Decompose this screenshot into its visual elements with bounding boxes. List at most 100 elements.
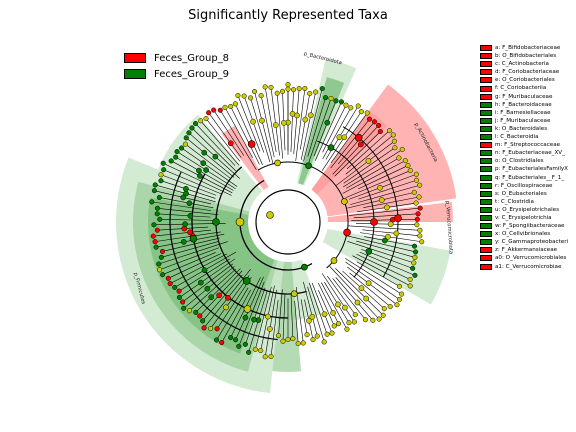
key-swatch [480, 134, 492, 141]
branch [282, 294, 286, 342]
inner-node [365, 280, 372, 287]
key-swatch [480, 117, 492, 124]
leaf-node [370, 317, 376, 323]
key-swatch [480, 85, 492, 92]
key-item: v: C_Erysipelotrichia [480, 214, 568, 222]
branch [213, 109, 245, 156]
leaf-node [258, 93, 264, 99]
leaf-node [371, 119, 378, 125]
leaf-node [241, 93, 247, 99]
inner-node [180, 194, 187, 201]
inner-node [197, 279, 204, 286]
legend-swatch [124, 53, 146, 63]
branch [335, 141, 395, 186]
key-label: d: F_Coriobacteriaceae [495, 69, 560, 76]
key-item: i: F_Barnesiellaceae [480, 109, 568, 117]
leaf-node [149, 199, 155, 205]
branch [330, 118, 370, 169]
key-swatch [480, 190, 492, 197]
leaf-node [189, 125, 195, 131]
key-swatch [480, 150, 492, 157]
leaf-node [246, 349, 252, 355]
leaf-node [151, 222, 157, 228]
branch [345, 258, 402, 295]
leaf-node [153, 244, 159, 250]
branch [295, 88, 306, 161]
key-item: e: O_Coriobacteriales [480, 76, 568, 84]
branch [159, 219, 217, 221]
key-item: a0: O_Verrucomicrobiales [480, 254, 568, 262]
legend-swatch [124, 69, 146, 79]
leaf-node [329, 330, 335, 336]
leaf-node [268, 353, 274, 360]
leaf-node [310, 337, 316, 343]
branch [330, 112, 368, 164]
branch [346, 235, 416, 253]
leaf-node [313, 89, 319, 95]
key-item: n: F_Eubacteriaceae_XV_ [480, 149, 568, 157]
leaf-node [415, 211, 421, 217]
inner-node [180, 239, 187, 245]
inner-node [341, 134, 348, 141]
inner-node [204, 285, 211, 292]
branch [205, 118, 241, 162]
leaf-node [228, 103, 234, 110]
key-swatch [480, 206, 492, 213]
leaf-node [186, 308, 193, 314]
branch [182, 263, 234, 303]
key-node [341, 198, 348, 205]
key-label: u: O_Erysipelotrichales [495, 206, 559, 213]
leaf-node [193, 309, 199, 315]
key-item: d: F_Coriobacteriaceae [480, 68, 568, 76]
branch [343, 149, 403, 188]
branch [158, 241, 228, 265]
leaf-node [232, 101, 238, 107]
key-item: t: C_Clostridia [480, 198, 568, 206]
branch [270, 87, 280, 156]
branch [346, 130, 390, 170]
branch [170, 253, 228, 284]
leaf-node [182, 141, 188, 147]
leaf-node [152, 182, 158, 188]
leaf-node [411, 189, 417, 195]
leaf-node [366, 116, 373, 122]
inner-node [196, 167, 202, 174]
branch [163, 169, 222, 195]
branch [347, 240, 414, 264]
key-swatch [480, 215, 492, 222]
key-item: c: C_Actinobacteria [480, 60, 568, 68]
inner-node [363, 295, 370, 302]
branch [337, 121, 375, 165]
branch [185, 143, 231, 179]
branch [348, 225, 420, 231]
branch [254, 91, 274, 164]
branch [270, 299, 279, 357]
key-node [365, 248, 373, 255]
sector-muribaculaceae [221, 125, 269, 191]
inner-node [201, 267, 208, 274]
key-swatch [480, 69, 492, 76]
leaf-node [183, 135, 189, 141]
branch [345, 134, 394, 175]
key-item: b: O_Bifidobacteriales [480, 52, 568, 60]
figure-title: Significantly Represented Taxa [188, 8, 388, 23]
right-arc-2 [317, 140, 375, 278]
branch [322, 105, 347, 153]
leaf-node [206, 110, 212, 116]
label-bacteroidota: p_Bacteroidota [303, 51, 342, 66]
branch [356, 261, 400, 287]
leaf-node [214, 326, 220, 332]
branch [151, 201, 212, 211]
leaf-node [343, 102, 349, 108]
branch [352, 255, 411, 287]
branch [349, 173, 417, 200]
key-node [290, 290, 298, 298]
leaf-node [346, 320, 352, 326]
branch [345, 170, 411, 199]
key-label: a: F_Bifidobacteriaceae [495, 45, 561, 51]
leaf-node [412, 272, 418, 278]
branch [153, 229, 212, 237]
branch [350, 184, 420, 205]
leaf-node [168, 158, 174, 164]
leaf-node [233, 337, 239, 343]
